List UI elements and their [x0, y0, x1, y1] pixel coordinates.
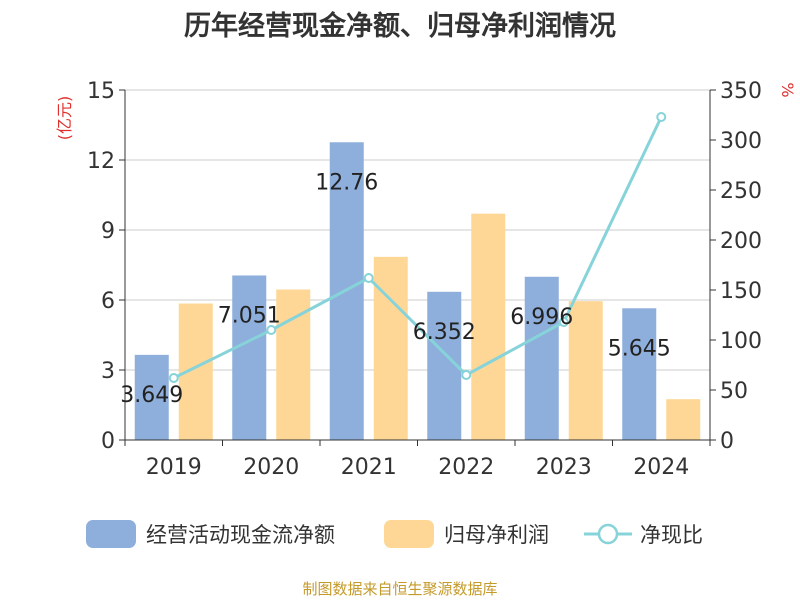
legend-line-icon	[584, 523, 632, 545]
bar-net-profit	[276, 289, 311, 440]
bar-data-label: 6.352	[413, 320, 476, 345]
bar-net-profit	[471, 213, 506, 440]
y-left-tick-label: 15	[87, 79, 115, 104]
y-left-tick-label: 6	[101, 289, 115, 314]
bar-data-label: 6.996	[510, 305, 573, 330]
y-right-tick-label: 350	[720, 79, 762, 104]
legend-swatch-bar-blue	[86, 520, 136, 548]
y-left-axis-label: (亿元)	[55, 96, 74, 141]
y-left-tick-label: 3	[101, 359, 115, 384]
bar-data-label: 7.051	[218, 303, 281, 328]
y-right-tick-label: 100	[720, 329, 762, 354]
bar-net-profit	[568, 301, 603, 440]
x-tick-label: 2024	[633, 455, 689, 480]
y-right-tick-label: 200	[720, 229, 762, 254]
line-cash-ratio	[173, 116, 663, 380]
line-point-cash-ratio	[168, 373, 179, 383]
x-tick-label: 2019	[146, 455, 202, 480]
x-tick-label: 2020	[243, 455, 299, 480]
y-right-tick-label: 150	[720, 279, 762, 304]
legend-item-net-profit[interactable]: 归母净利润	[384, 518, 549, 550]
x-tick-label: 2021	[341, 455, 397, 480]
bar-net-profit	[666, 399, 701, 440]
legend-swatch-bar-orange	[384, 520, 434, 548]
legend-item-operating-cash-flow[interactable]: 经营活动现金流净额	[86, 518, 335, 550]
x-tick-label: 2023	[536, 455, 592, 480]
line-point-cash-ratio	[363, 273, 374, 283]
bar-operating-cash-flow	[232, 275, 267, 440]
y-right-axis-label: %	[778, 82, 797, 97]
source-note: 制图数据来自恒生聚源数据库	[302, 580, 498, 598]
legend-item-cash-ratio[interactable]: 净现比	[582, 518, 703, 550]
y-left-tick-label: 12	[87, 149, 115, 174]
y-left-tick-label: 9	[101, 219, 115, 244]
legend-label: 经营活动现金流净额	[146, 523, 335, 547]
line-point-cash-ratio	[461, 370, 472, 380]
line-point-cash-ratio	[266, 325, 277, 335]
bar-operating-cash-flow	[622, 308, 657, 440]
legend-label: 净现比	[640, 523, 703, 547]
bar-operating-cash-flow	[524, 276, 559, 440]
y-left-tick-label: 0	[101, 429, 115, 454]
y-right-tick-label: 0	[720, 429, 734, 454]
line-point-cash-ratio	[558, 317, 569, 327]
y-right-tick-label: 50	[720, 379, 748, 404]
bar-data-label: 5.645	[608, 336, 671, 361]
line-point-cash-ratio	[656, 112, 667, 122]
bar-data-label: 3.649	[120, 383, 183, 408]
chart-title: 历年经营现金净额、归母净利润情况	[184, 11, 616, 42]
bar-data-label: 12.76	[315, 170, 378, 195]
y-right-tick-label: 250	[720, 179, 762, 204]
bar-net-profit	[373, 256, 408, 440]
x-tick-label: 2022	[438, 455, 494, 480]
legend-label: 归母净利润	[444, 523, 549, 547]
bar-operating-cash-flow	[134, 354, 169, 440]
y-right-tick-label: 300	[720, 129, 762, 154]
